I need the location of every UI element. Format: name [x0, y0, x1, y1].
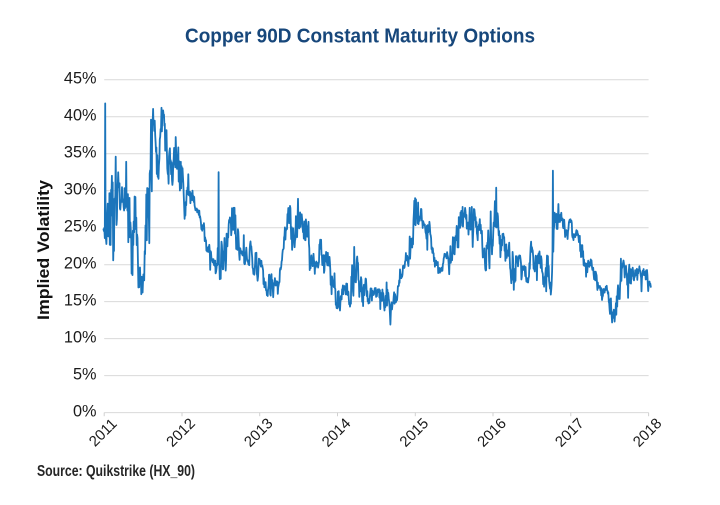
svg-text:45%: 45%	[64, 70, 97, 88]
svg-text:Implied Volatility: Implied Volatility	[35, 179, 53, 320]
svg-text:35%: 35%	[64, 144, 97, 162]
svg-text:20%: 20%	[64, 255, 97, 273]
svg-text:40%: 40%	[64, 107, 97, 125]
svg-text:15%: 15%	[64, 291, 97, 309]
svg-text:0%: 0%	[73, 402, 97, 420]
svg-text:Source: Quikstrike (HX_90): Source: Quikstrike (HX_90)	[37, 463, 195, 480]
svg-text:5%: 5%	[73, 365, 97, 383]
svg-text:30%: 30%	[64, 181, 97, 199]
svg-text:Copper 90D Constant Maturity O: Copper 90D Constant Maturity Options	[185, 26, 535, 48]
svg-text:10%: 10%	[64, 328, 97, 346]
svg-text:25%: 25%	[64, 218, 97, 236]
